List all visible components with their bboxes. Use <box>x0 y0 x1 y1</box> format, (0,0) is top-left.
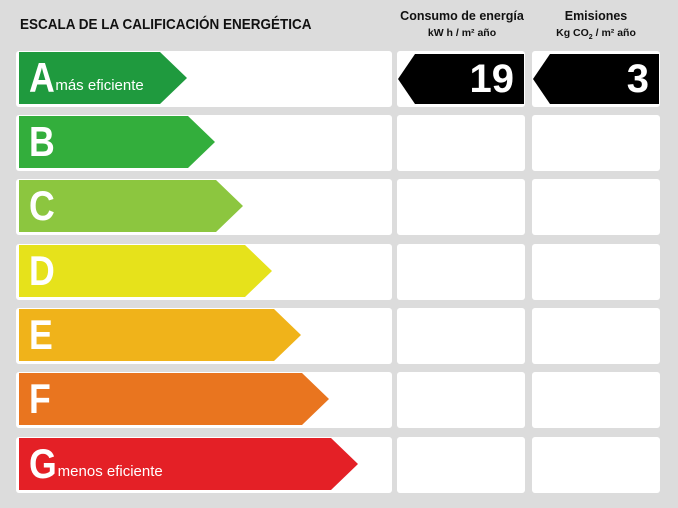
consumption-cell-c <box>397 179 525 235</box>
emissions-value-indicator: 3 <box>533 54 659 104</box>
emissions-cell-c <box>532 179 660 235</box>
rating-letter: C <box>29 182 55 229</box>
consumption-cell-e <box>397 308 525 364</box>
emissions-unit-suffix: / m² año <box>592 27 636 39</box>
emissions-unit-prefix: Kg CO <box>556 27 589 39</box>
emissions-cell-f <box>532 372 660 428</box>
consumption-cell-d <box>397 244 525 300</box>
emissions-header-title: Emisiones <box>564 9 628 23</box>
emissions-cell-g <box>532 437 660 493</box>
emissions-unit-subscript: 2 <box>588 34 593 42</box>
consumption-header-unit: kW h / m² año <box>427 27 497 39</box>
rating-letter: E <box>29 311 53 358</box>
emissions-cell-b <box>532 115 660 171</box>
consumption-header: Consumo de energía kW h / m² año <box>398 8 526 42</box>
consumption-cell-f <box>397 372 525 428</box>
emissions-cell-d <box>532 244 660 300</box>
rating-arrow-f: F <box>19 373 329 425</box>
consumption-value-indicator: 19 <box>398 54 524 104</box>
rating-arrow-b: B <box>19 116 215 168</box>
rating-letter: B <box>29 118 55 165</box>
rating-letter: A <box>29 54 55 101</box>
rating-arrow-c: C <box>19 180 243 232</box>
consumption-cell-g <box>397 437 525 493</box>
emissions-header: Emisiones Kg CO2 / m² año <box>532 8 660 47</box>
emissions-cell-e <box>532 308 660 364</box>
emissions-header-unit: Kg CO2 / m² año <box>532 24 660 47</box>
rating-sublabel: menos eficiente <box>57 462 163 480</box>
rating-letter: F <box>29 375 51 422</box>
chart-title: ESCALA DE LA CALIFICACIÓN ENERGÉTICA <box>20 16 312 33</box>
consumption-header-title: Consumo de energía <box>400 9 524 23</box>
rating-letter: D <box>29 247 55 294</box>
rating-arrow-d: D <box>19 245 272 297</box>
consumption-cell-b <box>397 115 525 171</box>
rating-sublabel: más eficiente <box>55 76 144 94</box>
rating-letter: G <box>29 440 57 487</box>
rating-arrow-e: E <box>19 309 301 361</box>
